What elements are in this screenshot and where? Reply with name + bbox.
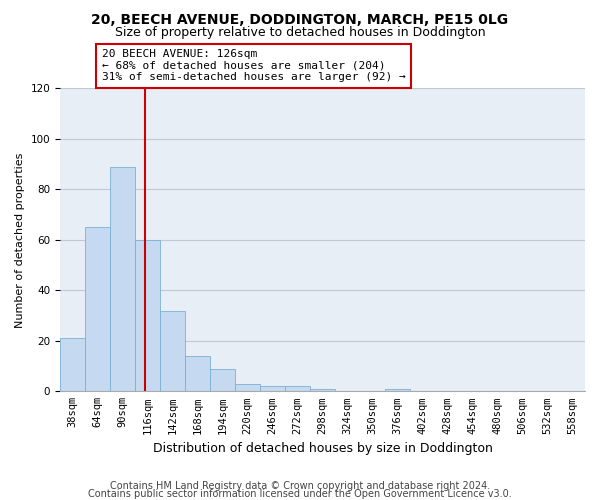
- Bar: [385, 389, 410, 392]
- Y-axis label: Number of detached properties: Number of detached properties: [15, 152, 25, 328]
- Text: 20 BEECH AVENUE: 126sqm
← 68% of detached houses are smaller (204)
31% of semi-d: 20 BEECH AVENUE: 126sqm ← 68% of detache…: [102, 49, 406, 82]
- Bar: [310, 389, 335, 392]
- Bar: [110, 166, 135, 392]
- Bar: [135, 240, 160, 392]
- Bar: [185, 356, 210, 392]
- Bar: [160, 310, 185, 392]
- Bar: [235, 384, 260, 392]
- Bar: [285, 386, 310, 392]
- Text: Contains HM Land Registry data © Crown copyright and database right 2024.: Contains HM Land Registry data © Crown c…: [110, 481, 490, 491]
- Bar: [85, 227, 110, 392]
- Text: Contains public sector information licensed under the Open Government Licence v3: Contains public sector information licen…: [88, 489, 512, 499]
- Bar: [210, 368, 235, 392]
- Text: 20, BEECH AVENUE, DODDINGTON, MARCH, PE15 0LG: 20, BEECH AVENUE, DODDINGTON, MARCH, PE1…: [91, 12, 509, 26]
- Bar: [60, 338, 85, 392]
- Bar: [260, 386, 285, 392]
- Text: Size of property relative to detached houses in Doddington: Size of property relative to detached ho…: [115, 26, 485, 39]
- X-axis label: Distribution of detached houses by size in Doddington: Distribution of detached houses by size …: [152, 442, 493, 455]
